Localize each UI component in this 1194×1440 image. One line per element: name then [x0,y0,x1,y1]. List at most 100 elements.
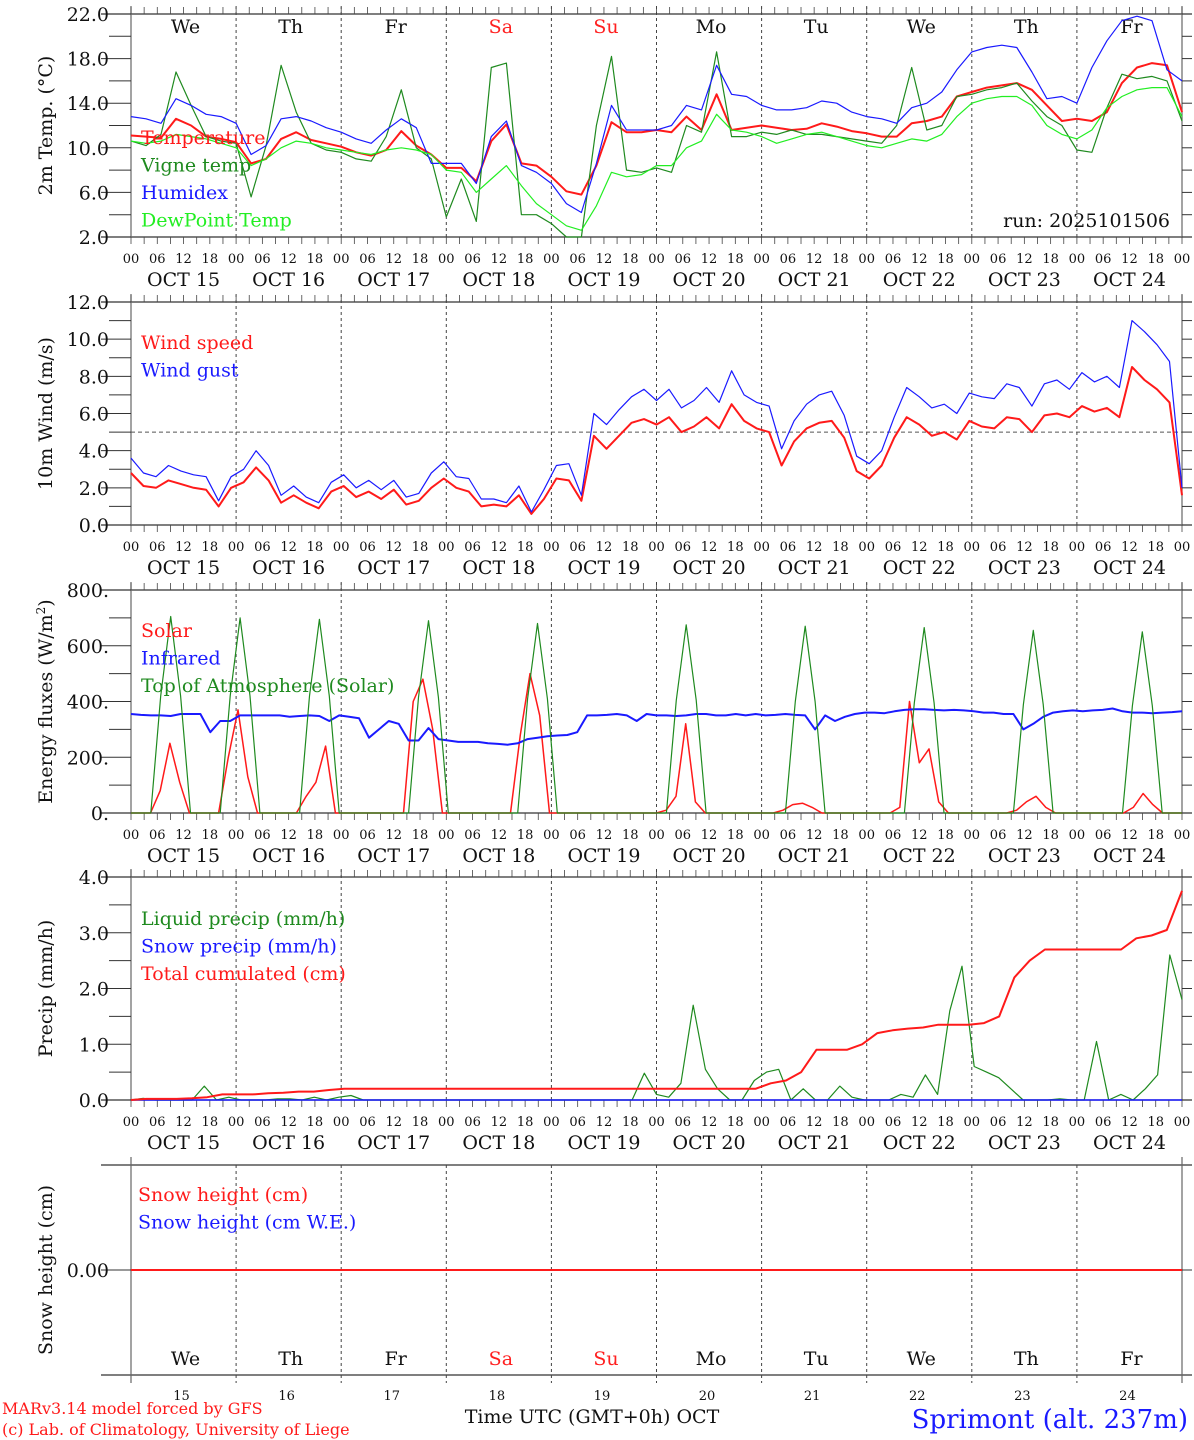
x-hour-label: 06 [1095,540,1112,555]
hour-ticks [130,7,1183,244]
x-hour-label: 06 [359,252,376,267]
y-tick-label: 10.0 [67,138,109,160]
hour-ticks [130,870,1183,1107]
x-hour-label: 18 [622,828,639,843]
x-hour-label: 06 [780,540,797,555]
x-hour-label: 06 [675,540,692,555]
x-hour-label: 06 [990,252,1007,267]
x-hour-label: 18 [622,252,639,267]
x-hour-label: 00 [123,828,140,843]
hour-ticks [130,583,1183,820]
x-hour-label: 12 [596,252,613,267]
x-hour-label: 00 [123,1115,140,1130]
legend-entry: Top of Atmosphere (Solar) [141,675,394,697]
x-hour-label: 06 [990,828,1007,843]
x-hour-label: 00 [438,540,455,555]
x-hour-label: 12 [806,540,823,555]
x-hour-label: 06 [149,540,166,555]
x-hour-label-final: 00 [1174,252,1191,267]
x-hour-label: 18 [727,1115,744,1130]
x-date-label: OCT 23 [988,557,1061,579]
x-hour-label: 18 [937,540,954,555]
x-hour-label: 06 [569,828,586,843]
x-hour-label: 06 [1095,1115,1112,1130]
x-hour-label: 12 [280,540,297,555]
x-hour-label: 18 [202,828,219,843]
x-date-label: OCT 17 [357,1132,430,1154]
x-hour-label: 12 [491,828,508,843]
x-hour-label: 00 [964,540,981,555]
y-tick-label: 0.0 [79,515,109,537]
x-hour-label: 06 [464,252,481,267]
x-hour-label: 12 [596,828,613,843]
x-hour-label: 06 [675,828,692,843]
y-tick-label: 14.0 [67,93,109,115]
day-abbr: We [907,1348,936,1370]
x-hour-label: 00 [123,252,140,267]
day-abbr: Sa [489,16,513,38]
y-tick-label: 600. [67,636,109,658]
x-date-label: OCT 16 [252,557,325,579]
legend-entry: Temperature [141,127,265,149]
x-hour-label: 06 [990,1115,1007,1130]
y-tick-label: 800. [67,580,109,602]
date-number: 18 [489,1389,506,1404]
x-hour-label: 00 [228,252,245,267]
y-tick-label: 2.0 [79,227,109,249]
x-hour-label: 00 [964,1115,981,1130]
x-date-label: OCT 19 [567,1132,640,1154]
x-hour-label: 18 [937,828,954,843]
x-hour-label: 12 [911,252,928,267]
series-line-humidex [130,15,1183,214]
y-axis-label: Energy fluxes (W/m2) [34,599,57,803]
day-abbr: Tu [804,16,829,38]
copyright: (c) Lab. of Climatology, University of L… [2,1420,350,1439]
x-hour-label: 00 [543,1115,560,1130]
station-name: Sprimont (alt. 237m) [912,1405,1188,1435]
chart-wind: 0.0 2.0 4.0 6.0 8.0 10.0 12.0 10m Wind (m/s) 00 0… [35,292,1192,579]
x-date-label: OCT 23 [988,1132,1061,1154]
x-date-label: OCT 15 [147,269,220,291]
x-hour-label: 00 [1069,828,1086,843]
x-hour-label: 06 [675,252,692,267]
x-hour-label: 18 [832,252,849,267]
x-hour-label: 00 [1069,252,1086,267]
x-date-label: OCT 18 [462,845,535,867]
x-hour-label: 12 [491,540,508,555]
x-hour-label: 18 [307,1115,324,1130]
x-date-label: OCT 24 [1093,557,1166,579]
y-tick-label: 0. [91,803,109,825]
y-tick-label: 1.0 [79,1034,109,1056]
x-hour-label: 00 [648,1115,665,1130]
x-hour-label: 06 [359,1115,376,1130]
x-hour-label: 18 [1147,1115,1164,1130]
chart-snow: 0.00 Snow height (cm) We Th Fr Sa Su Mo Tu We Th Fr… [35,1157,1192,1404]
x-hour-label-final: 00 [1174,540,1191,555]
x-hour-label: 18 [202,252,219,267]
x-hour-label: 12 [280,252,297,267]
x-hour-label: 06 [675,1115,692,1130]
x-hour-label: 18 [727,252,744,267]
x-hour-label: 12 [175,1115,192,1130]
x-hour-label: 00 [438,252,455,267]
series-line-dewpoint-temp [130,87,1183,231]
y-axis-label: Precip (mm/h) [35,920,57,1058]
x-date-label: OCT 16 [252,269,325,291]
x-hour-label: 06 [780,1115,797,1130]
x-hour-label: 00 [648,828,665,843]
series-line-liquid-precip-mm-h [130,954,1183,1101]
legend-entry: Wind speed [141,332,253,354]
day-abbr: Sa [489,1348,513,1370]
x-hour-label: 18 [517,828,534,843]
x-hour-label: 06 [149,252,166,267]
x-date-label: OCT 21 [778,1132,851,1154]
x-date-label: OCT 18 [462,557,535,579]
y-axis-label-base: Energy fluxes (W/m [35,614,57,803]
x-hour-label: 18 [307,252,324,267]
legend-entry: Snow height (cm) [138,1184,308,1206]
x-hour-label: 18 [412,540,429,555]
x-date-label: OCT 16 [252,1132,325,1154]
x-hour-label: 18 [1042,828,1059,843]
day-abbr: We [907,16,936,38]
x-hour-label: 18 [1042,1115,1059,1130]
